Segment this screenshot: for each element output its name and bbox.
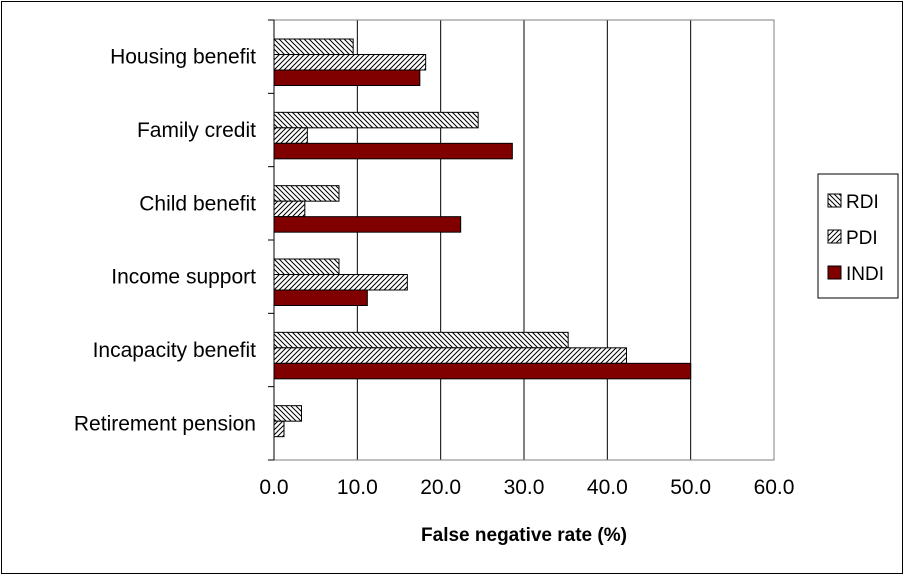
- bar-rdi-incapacity-benefit: [273, 331, 569, 349]
- bars: [273, 38, 692, 438]
- x-tick-label: 40.0: [587, 476, 628, 499]
- bar-rdi-family-credit: [273, 111, 479, 129]
- legend-swatch-rdi: [827, 193, 842, 208]
- x-tick-label: 30.0: [504, 476, 545, 499]
- x-tick-label: 20.0: [420, 476, 461, 499]
- legend-label-pdi: PDI: [846, 228, 878, 249]
- bar-pdi-incapacity-benefit: [273, 347, 627, 364]
- bar-rdi-retirement-pension: [273, 405, 302, 422]
- bar-indi-housing-benefit: [273, 69, 421, 86]
- bar-pdi-housing-benefit: [273, 54, 427, 71]
- bar-rdi-housing-benefit: [273, 38, 354, 55]
- category-label-retirement-pension: Retirement pension: [74, 412, 256, 435]
- category-label-income-support: Income support: [111, 266, 256, 289]
- axes: [268, 19, 275, 461]
- legend-swatch-pdi: [827, 229, 842, 244]
- x-axis-title: False negative rate (%): [421, 525, 627, 546]
- legend-label-rdi: RDI: [846, 192, 879, 213]
- legend-label-indi: INDI: [846, 264, 884, 285]
- x-tick-labels: 0.0 10.0 20.0 30.0 40.0 50.0 60.0: [259, 476, 794, 499]
- category-label-family-credit: Family credit: [137, 119, 256, 142]
- bar-pdi-child-benefit: [273, 200, 306, 218]
- bar-pdi-income-support: [273, 274, 408, 291]
- x-tick-label: 10.0: [337, 476, 378, 499]
- bar-rdi-child-benefit: [273, 185, 340, 202]
- legend: RDI PDI INDI: [817, 173, 899, 299]
- bar-indi-income-support: [273, 289, 368, 306]
- category-label-incapacity-benefit: Incapacity benefit: [93, 339, 257, 362]
- x-tick-label: 50.0: [670, 476, 711, 499]
- bar-pdi-family-credit: [273, 127, 308, 144]
- category-label-housing-benefit: Housing benefit: [110, 46, 256, 69]
- x-tick-label: 0.0: [259, 476, 288, 499]
- x-tick-label: 60.0: [754, 476, 795, 499]
- bar-rdi-income-support: [273, 258, 340, 275]
- bar-indi-child-benefit: [273, 216, 462, 233]
- bar-indi-incapacity-benefit: [273, 362, 692, 380]
- category-labels: Housing benefit Family credit Child benefi…: [74, 46, 256, 436]
- category-label-child-benefit: Child benefit: [139, 192, 256, 215]
- bar-indi-family-credit: [273, 142, 513, 160]
- legend-swatch-indi: [827, 265, 842, 280]
- bar-pdi-retirement-pension: [273, 420, 285, 438]
